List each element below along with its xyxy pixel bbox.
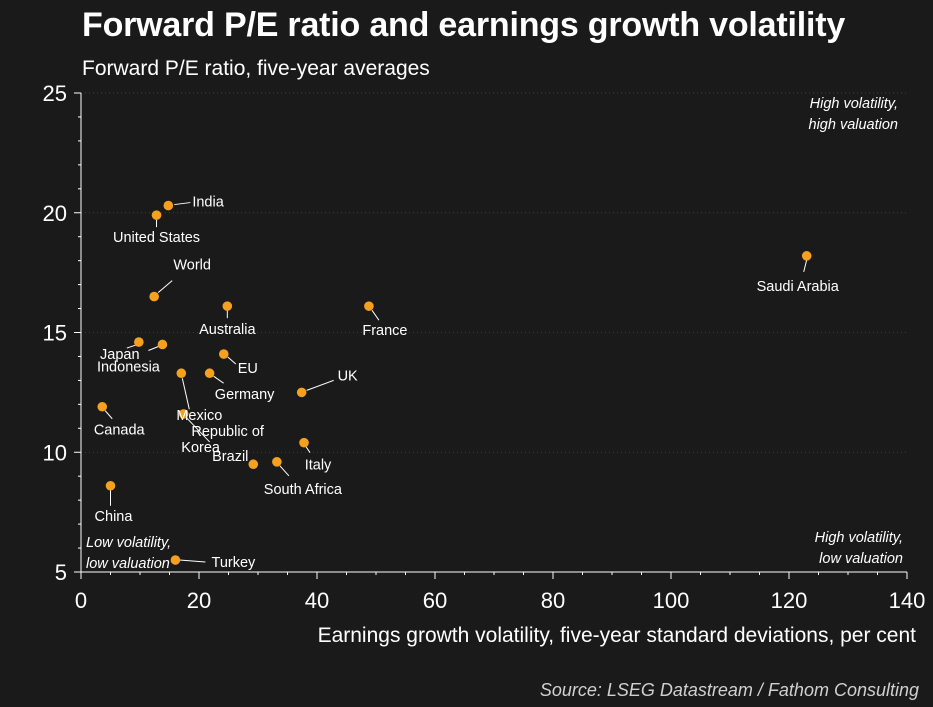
point-label: Japan [100,347,140,363]
point-label: Italy [305,458,332,474]
y-tick-label: 20 [43,201,67,226]
point-label: France [362,323,407,339]
point-label: United States [113,230,200,246]
y-tick-label: 10 [43,440,67,465]
y-axis-ticks: 5 10 15 20 25 [43,81,81,585]
data-point [170,555,181,565]
point-label: Germany [215,387,275,403]
leader-line [174,202,191,206]
quadrant-annotations: High volatility, high valuation High volat… [86,96,903,572]
x-axis-ticks: 0 20 40 60 80 100 120 140 [75,572,925,613]
point-label: Republic of [191,424,265,440]
leader-line [227,356,237,365]
data-points [97,200,812,565]
point-label: EU [238,361,258,377]
chart-title: Forward P/E ratio and earnings growth vo… [82,6,846,44]
quadrant-annotation: low valuation [86,556,170,572]
data-point [176,368,187,379]
data-point [178,409,189,419]
leader-lines [104,202,808,563]
leader-line [148,346,159,351]
quadrant-annotation: High volatility, [810,96,898,112]
leader-line [213,375,224,384]
quadrant-annotation: High volatility, [815,530,903,546]
leader-line [803,259,808,272]
gridlines [81,92,907,453]
leader-line [181,378,190,410]
data-point [248,459,259,470]
data-point [296,387,307,398]
leader-line [306,379,334,391]
data-point [204,368,215,379]
point-label: Indonesia [97,359,161,375]
x-tick-label: 80 [541,588,565,613]
y-tick-label: 25 [43,81,67,106]
leader-line [104,410,113,420]
data-point [364,301,374,311]
data-point [222,301,233,311]
data-point [157,339,168,350]
leader-line [371,309,380,321]
data-point [163,200,174,211]
point-label: World [173,258,211,274]
leader-line [157,280,173,293]
y-tick-label: 15 [43,321,67,346]
data-point [105,480,116,491]
x-axis-title: Earnings growth volatility, five-year st… [318,624,917,647]
data-point [149,291,159,302]
x-tick-label: 140 [889,588,926,613]
x-tick-label: 100 [653,588,690,613]
point-label: Canada [94,423,146,439]
point-label: Australia [199,322,256,338]
point-label: Turkey [212,555,257,571]
data-point [299,437,309,448]
x-tick-label: 60 [423,588,447,613]
data-point [151,210,162,220]
y-tick-label: 5 [55,560,67,585]
quadrant-annotation: high valuation [809,117,899,133]
x-tick-label: 120 [771,588,808,613]
data-point [272,457,282,467]
point-label: India [192,195,224,211]
chart-subtitle: Forward P/E ratio, five-year averages [82,57,430,80]
x-tick-label: 20 [187,588,211,613]
source-note: Source: LSEG Datastream / Fathom Consult… [539,680,919,700]
leader-line [179,559,206,563]
data-point [134,337,144,347]
x-tick-label: 40 [305,588,329,613]
leader-line [279,465,290,477]
point-label: Saudi Arabia [757,279,840,295]
point-label: China [95,509,134,525]
x-tick-label: 0 [75,588,87,613]
point-label: Brazil [212,449,248,465]
point-labels: India United States World Australia France Sa… [94,195,840,571]
data-point [97,401,108,412]
point-label: Mexico [176,408,222,424]
quadrant-annotation: Low volatility, [86,535,171,551]
quadrant-annotation: low valuation [819,551,903,567]
point-label: Korea [181,440,221,456]
point-label: UK [338,368,358,384]
data-point [218,349,229,359]
leader-line [126,344,136,349]
point-label: South Africa [264,482,343,498]
leader-line [305,446,311,453]
leader-line [186,417,211,443]
data-point [801,251,812,261]
